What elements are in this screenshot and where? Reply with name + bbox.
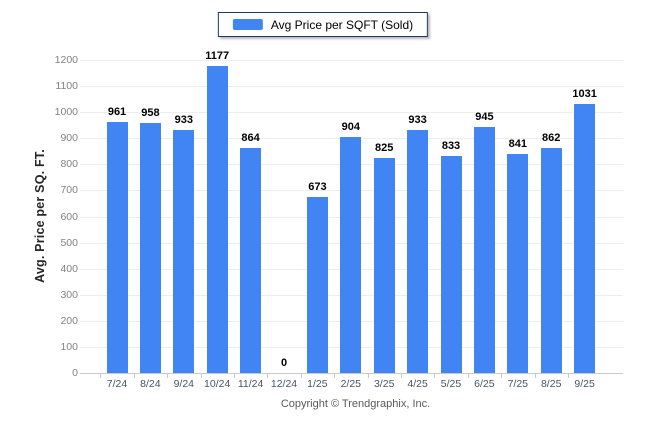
- x-tick-label: 8/25: [540, 378, 562, 390]
- y-tick-label: 600: [60, 210, 78, 223]
- x-axis-tick: [567, 374, 569, 378]
- y-tick-label: 200: [60, 314, 78, 327]
- bar-11-24[interactable]: [240, 148, 262, 373]
- x-axis-tick: [300, 374, 302, 378]
- y-tick-label: 500: [60, 236, 78, 249]
- bar-7-25[interactable]: [507, 154, 529, 373]
- bar-value-label: 862: [542, 132, 561, 144]
- bar-4-25[interactable]: [407, 130, 429, 373]
- bar-value-label: 958: [141, 107, 160, 119]
- y-tick-label: 1200: [54, 53, 78, 66]
- y-tick-label: 0: [72, 366, 78, 379]
- x-tick-label: 4/25: [407, 378, 428, 390]
- x-tick-label: 2/25: [340, 378, 362, 390]
- x-axis-tick: [467, 374, 469, 378]
- bar-2-25[interactable]: [340, 137, 362, 373]
- bar-value-label: 933: [174, 114, 193, 126]
- x-axis-tick: [133, 374, 135, 378]
- bar-value-label: 864: [241, 132, 260, 144]
- x-axis-tick: [400, 374, 402, 378]
- x-tick-label: 5/25: [440, 378, 462, 390]
- bar-3-25[interactable]: [373, 158, 395, 373]
- bar-value-label: 673: [308, 181, 327, 193]
- bar-7-24[interactable]: [106, 122, 128, 373]
- x-axis-tick: [100, 374, 102, 378]
- x-tick-label: 9/24: [173, 378, 195, 390]
- legend: Avg Price per SQFT (Sold): [217, 12, 429, 37]
- x-axis-tick: [334, 374, 336, 378]
- bar-8-24[interactable]: [139, 123, 161, 373]
- y-tick-label: 400: [60, 262, 78, 275]
- x-axis-tick: [233, 374, 235, 378]
- bar-8-25[interactable]: [540, 148, 562, 373]
- x-tick-label: 7/25: [507, 378, 529, 390]
- plot-area: 961 958 933 1177 864 0 673 904 825 933 833 945 841 86…: [80, 51, 623, 373]
- y-tick-label: 900: [60, 132, 78, 144]
- bar-value-label: 0: [280, 357, 288, 369]
- x-axis-tick: [534, 374, 536, 378]
- bar-value-label: 841: [508, 138, 527, 150]
- bar-value-label: 825: [375, 142, 394, 154]
- x-axis-tick: [200, 374, 202, 378]
- bar-1-25[interactable]: [306, 197, 328, 373]
- bar-value-label: 833: [441, 140, 461, 152]
- x-axis: 7/24 8/24 9/24 10/24 11/24 12/24 1/25 2/25 3/25 4…: [0, 379, 646, 393]
- y-tick-label: 1100: [55, 79, 78, 92]
- x-axis-tick: [167, 374, 169, 378]
- y-tick-label: 1000: [54, 105, 78, 118]
- x-tick-label: 9/25: [574, 378, 595, 390]
- gridline: [80, 60, 623, 61]
- bar-value-label: 961: [107, 106, 127, 118]
- legend-label: Avg Price per SQFT (Sold): [270, 17, 414, 32]
- x-axis-line: [80, 373, 623, 374]
- gridline: [80, 86, 623, 88]
- x-axis-tick: [367, 374, 369, 378]
- x-axis-tick: [501, 374, 503, 378]
- bar-value-label: 933: [408, 114, 427, 126]
- bar-5-25[interactable]: [440, 156, 462, 373]
- y-tick-label: 700: [60, 184, 78, 197]
- x-tick-label: 6/25: [474, 378, 495, 390]
- x-tick-label: 10/24: [204, 378, 231, 390]
- y-tick-label: 100: [60, 340, 78, 353]
- bar-value-label: 1031: [572, 88, 597, 100]
- y-tick-label: 300: [60, 288, 78, 301]
- x-tick-label: 1/25: [307, 378, 328, 390]
- x-tick-label: 3/25: [373, 378, 395, 390]
- bar-9-25[interactable]: [574, 104, 596, 373]
- bar-10-24[interactable]: [206, 66, 228, 373]
- x-tick-label: 11/24: [237, 378, 264, 390]
- bar-9-24[interactable]: [173, 130, 195, 373]
- x-tick-label: 7/24: [106, 378, 128, 390]
- y-tick-label: 800: [60, 158, 78, 171]
- bar-value-label: 904: [341, 121, 360, 133]
- bar-value-label: 1177: [205, 50, 230, 62]
- bar-6-25[interactable]: [473, 127, 495, 373]
- bar-value-label: 945: [475, 111, 494, 123]
- x-axis-tick: [434, 374, 436, 378]
- x-tick-label: 12/24: [270, 378, 298, 390]
- legend-swatch-icon: [232, 19, 263, 30]
- x-axis-tick: [267, 374, 269, 378]
- gridline: [80, 112, 623, 114]
- x-tick-label: 8/24: [140, 378, 161, 390]
- copyright-text: Copyright © Trendgraphix, Inc.: [280, 398, 431, 410]
